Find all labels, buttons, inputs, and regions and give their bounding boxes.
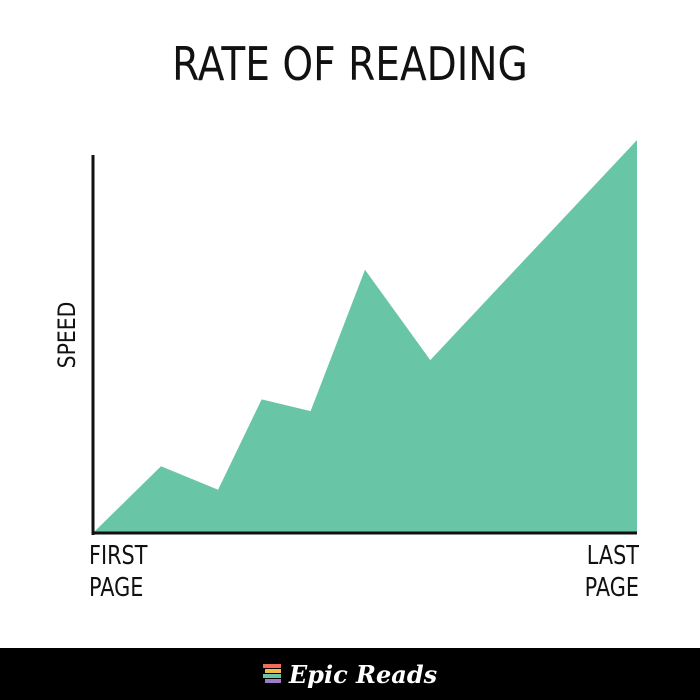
x-tick-label: LAST PAGE (584, 541, 639, 603)
logo-icon (262, 664, 281, 683)
x-tick-label: FIRST PAGE (89, 541, 148, 603)
chart-title: RATE OF READING (172, 38, 528, 92)
chart: RATE OF READING SPEED (53, 38, 637, 535)
area (93, 140, 637, 533)
y-axis-label: SPEED (53, 302, 81, 369)
brand: Epic Reads (288, 659, 438, 689)
footer: Epic Reads (0, 648, 700, 700)
